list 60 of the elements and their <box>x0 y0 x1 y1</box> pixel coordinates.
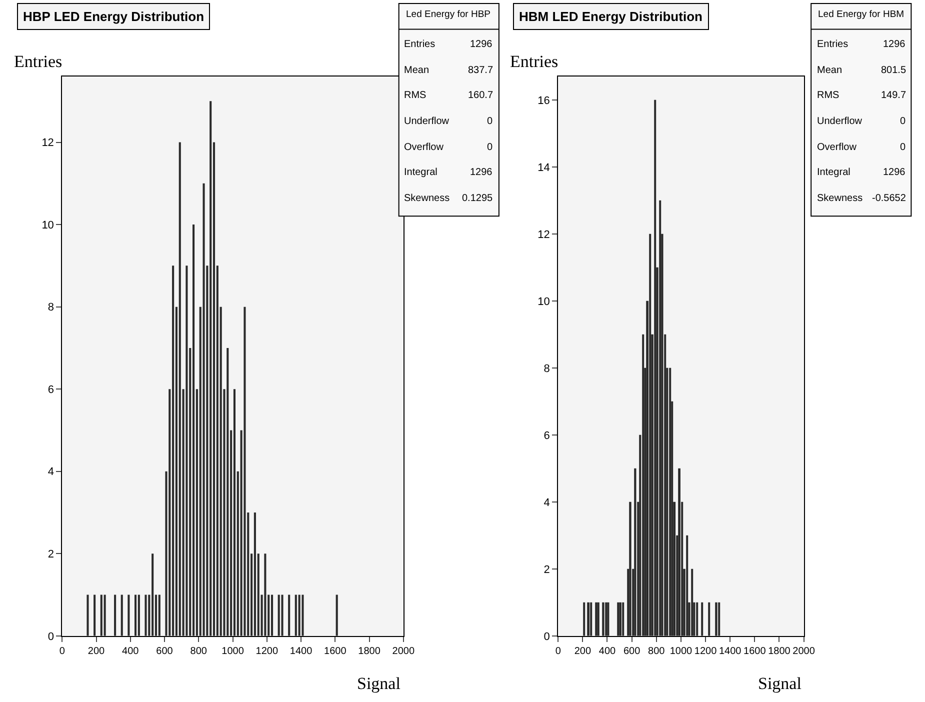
x-tick-label: 1000 <box>222 646 244 657</box>
text: Integral 1296 <box>404 167 492 178</box>
text: Mean 801.5 <box>817 65 906 76</box>
y-axis-title: Entries <box>510 52 558 71</box>
y-tick-label: 6 <box>544 430 550 442</box>
x-tick-label: 600 <box>623 646 641 657</box>
y-tick-label: 16 <box>538 94 550 107</box>
x-tick-label: 1400 <box>290 646 313 657</box>
y-tick-label: 0 <box>48 630 54 643</box>
x-tick-label: 0 <box>555 646 562 657</box>
chart-title: HBM LED Energy Distribution <box>519 9 703 24</box>
text: Skewness -0.5652 <box>817 193 906 204</box>
y-tick-label: 4 <box>48 466 54 478</box>
x-tick-label: 2000 <box>392 646 415 657</box>
x-tick-label: 400 <box>598 646 616 657</box>
y-tick-label: 12 <box>42 137 54 150</box>
y-tick-label: 6 <box>48 384 54 396</box>
y-tick-label: 2 <box>544 564 550 576</box>
x-tick-label: 1000 <box>670 646 693 657</box>
x-tick-label: 200 <box>574 646 592 657</box>
text: Led Energy for HBM <box>818 9 904 20</box>
x-tick-label: 1800 <box>768 646 791 657</box>
text: RMS 149.7 <box>817 90 906 101</box>
x-tick-label: 800 <box>190 646 208 657</box>
x-axis-title: Signal <box>758 674 802 693</box>
text: Entries 1296 <box>817 39 906 50</box>
x-tick-label: 200 <box>88 646 106 657</box>
text: Skewness 0.1295 <box>404 193 493 204</box>
y-tick-label: 8 <box>48 302 54 314</box>
text: Mean 837.7 <box>404 65 494 76</box>
x-axis-title: Signal <box>357 674 401 693</box>
x-tick-label: 1200 <box>694 646 718 657</box>
y-tick-label: 4 <box>544 496 550 509</box>
y-tick-label: 14 <box>538 162 550 174</box>
x-tick-label: 1600 <box>324 646 347 657</box>
x-tick-label: 1400 <box>718 646 742 657</box>
y-tick-label: 10 <box>42 219 54 232</box>
text: Entries 1296 <box>404 39 492 50</box>
x-tick-label: 400 <box>122 646 140 657</box>
y-tick-label: 8 <box>544 362 550 375</box>
text: Underflow 0 <box>817 116 906 127</box>
text: Overflow 0 <box>817 142 906 153</box>
x-tick-label: 800 <box>648 646 666 657</box>
y-tick-label: 10 <box>538 296 550 308</box>
text: Overflow 0 <box>404 142 493 153</box>
text: Led Energy for HBP <box>406 9 490 20</box>
x-tick-label: 1800 <box>358 646 381 657</box>
x-tick-label: 1600 <box>744 646 766 657</box>
y-tick-label: 12 <box>538 228 550 241</box>
x-tick-label: 2000 <box>792 646 816 657</box>
x-tick-label: 600 <box>156 646 174 657</box>
chart-title: HBP LED Energy Distribution <box>23 9 204 24</box>
y-tick-label: 2 <box>48 548 54 560</box>
text: RMS 160.7 <box>404 90 494 101</box>
text: Integral 1296 <box>817 167 906 178</box>
x-tick-label: 0 <box>59 646 66 657</box>
y-axis-title: Entries <box>14 52 62 71</box>
text: Underflow 0 <box>404 116 493 127</box>
x-tick-label: 1200 <box>256 646 278 657</box>
y-tick-label: 0 <box>544 630 550 643</box>
